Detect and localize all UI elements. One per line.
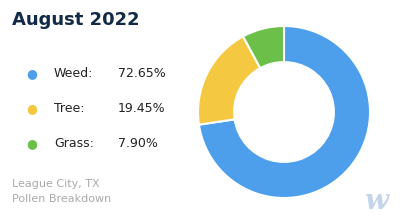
Text: August 2022: August 2022 (12, 11, 140, 29)
Text: League City, TX
Pollen Breakdown: League City, TX Pollen Breakdown (12, 179, 111, 204)
Wedge shape (199, 26, 370, 198)
Wedge shape (243, 26, 284, 68)
Wedge shape (198, 36, 260, 125)
Text: Grass:: Grass: (54, 137, 94, 150)
Text: Tree:: Tree: (54, 102, 84, 115)
Text: w: w (364, 188, 388, 215)
Text: 7.90%: 7.90% (118, 137, 158, 150)
Text: ●: ● (26, 67, 38, 80)
Text: ●: ● (26, 102, 38, 115)
Text: 72.65%: 72.65% (118, 67, 166, 80)
Text: Weed:: Weed: (54, 67, 93, 80)
Text: ●: ● (26, 137, 38, 150)
Text: 19.45%: 19.45% (118, 102, 166, 115)
